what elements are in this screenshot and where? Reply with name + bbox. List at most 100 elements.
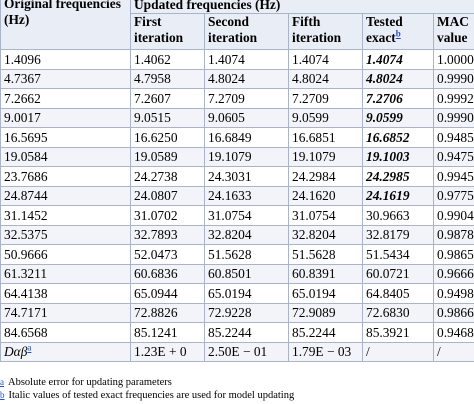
table-row: 4.7367 4.7958 4.8024 4.8024 4.8024 0.9990: [0, 68, 474, 89]
cell-mac-value: 0.9666: [432, 263, 474, 284]
table-row: 19.0584 19.0589 19.1079 19.1079 19.1003 0.947…: [0, 146, 474, 167]
cell-tested-exact: 51.5434: [362, 244, 434, 265]
cell-mac-value: 0.9878: [432, 224, 474, 245]
footnote-ref-b[interactable]: b: [395, 28, 401, 39]
cell-tested-exact: 64.8405: [362, 283, 434, 304]
cell-mac-value: 0.9992: [432, 88, 474, 109]
footnote-ref-a[interactable]: a: [27, 342, 32, 353]
footnote-text-b: Italic values of tested exact frequencie…: [8, 390, 295, 401]
cell-tested-exact: 32.8179: [362, 224, 434, 245]
cell-first-iteration: 19.0589: [130, 146, 205, 167]
cell-original: 64.4138: [0, 283, 131, 304]
table-row: 50.9666 52.0473 51.5628 51.5628 51.5434 0.986…: [0, 244, 474, 265]
cell-second-iteration: 24.3031: [204, 166, 289, 187]
cell-original: 9.0017: [0, 107, 131, 128]
cell-tested-exact: 7.2706: [362, 88, 434, 109]
cell-tested-exact: 19.1003: [362, 146, 434, 167]
footnote-a: a Absolute error for updating parameters: [0, 376, 474, 389]
cell-error-fifth: 1.79E − 03: [288, 341, 363, 362]
cell-mac-value: 0.9498: [432, 283, 474, 304]
cell-original: 24.8744: [0, 185, 131, 206]
cell-mac-value: 0.9475: [432, 146, 474, 167]
cell-mac-value: 0.9866: [432, 302, 474, 323]
cell-fifth-iteration: 16.6851: [288, 127, 363, 148]
cell-fifth-iteration: 32.8204: [288, 224, 363, 245]
cell-original: 7.2662: [0, 88, 131, 109]
table-row: 16.5695 16.6250 16.6849 16.6851 16.6852 0.948…: [0, 127, 474, 148]
cell-tested-exact: 30.9663: [362, 205, 434, 226]
cell-mac-value: 0.9468: [432, 322, 474, 343]
table-row: 61.3211 60.6836 60.8501 60.8391 60.0721 0.966…: [0, 263, 474, 284]
table-row: 31.1452 31.0702 31.0754 31.0754 30.9663 0.990…: [0, 205, 474, 226]
error-row: Dαβa 1.23E + 0 2.50E − 01 1.79E − 03//: [0, 341, 474, 362]
cell-original: 61.3211: [0, 263, 131, 284]
cell-error-mac: /: [432, 341, 474, 362]
cell-first-iteration: 65.0944: [130, 283, 205, 304]
cell-original: 74.7171: [0, 302, 131, 323]
cell-fifth-iteration: 9.0599: [288, 107, 363, 128]
footnotes: a Absolute error for updating parameters…: [0, 376, 474, 402]
cell-first-iteration: 72.8826: [130, 302, 205, 323]
cell-original: 23.7686: [0, 166, 131, 187]
cell-mac-value: 0.9904: [432, 205, 474, 226]
cell-tested-exact: 4.8024: [362, 68, 434, 89]
cell-fifth-iteration: 31.0754: [288, 205, 363, 226]
cell-tested-exact: 24.2985: [362, 166, 434, 187]
frequency-table: Original frequencies (Hz) Updated freque…: [0, 0, 474, 362]
cell-second-iteration: 9.0605: [204, 107, 289, 128]
cell-first-iteration: 1.4062: [130, 49, 205, 70]
cell-original: 19.0584: [0, 146, 131, 167]
cell-second-iteration: 51.5628: [204, 244, 289, 265]
cell-mac-value: 0.9865: [432, 244, 474, 265]
header-first-iteration: First iteration: [130, 13, 205, 50]
table-row: 9.0017 9.0515 9.0605 9.0599 9.0599 0.9990: [0, 107, 474, 128]
cell-fifth-iteration: 1.4074: [288, 49, 363, 70]
table-row: 7.2662 7.2607 7.2709 7.2709 7.2706 0.9992: [0, 88, 474, 109]
header-original-frequencies: Original frequencies (Hz): [0, 0, 131, 50]
cell-tested-exact: 24.1619: [362, 185, 434, 206]
cell-first-iteration: 7.2607: [130, 88, 205, 109]
cell-fifth-iteration: 72.9089: [288, 302, 363, 323]
cell-fifth-iteration: 51.5628: [288, 244, 363, 265]
table-row: 84.6568 85.1241 85.2244 85.2244 85.3921 0.946…: [0, 322, 474, 343]
header-updated-frequencies: Updated frequencies (Hz): [129, 0, 474, 14]
cell-tested-exact: 72.6830: [362, 302, 434, 323]
cell-mac-value: 1.0000: [432, 49, 474, 70]
cell-error-label: Dαβa: [0, 341, 131, 362]
cell-second-iteration: 1.4074: [204, 49, 289, 70]
cell-first-iteration: 4.7958: [130, 68, 205, 89]
frequency-table-container: Original frequencies (Hz) Updated freque…: [0, 0, 474, 362]
table-row: 74.7171 72.8826 72.9228 72.9089 72.6830 0.986…: [0, 302, 474, 323]
cell-second-iteration: 60.8501: [204, 263, 289, 284]
cell-second-iteration: 24.1633: [204, 185, 289, 206]
cell-first-iteration: 9.0515: [130, 107, 205, 128]
cell-tested-exact: 16.6852: [362, 127, 434, 148]
cell-original: 32.5375: [0, 224, 131, 245]
error-label-text: Dαβ: [4, 344, 28, 360]
cell-original: 16.5695: [0, 127, 131, 148]
header-second-iteration: Second iteration: [204, 13, 289, 50]
cell-second-iteration: 85.2244: [204, 322, 289, 343]
cell-error-tested: /: [362, 341, 434, 362]
cell-tested-exact: 1.4074: [362, 49, 434, 70]
table-row: 1.4096 1.4062 1.4074 1.4074 1.4074 1.0000: [0, 49, 474, 70]
cell-original: 31.1452: [0, 205, 131, 226]
cell-second-iteration: 16.6849: [204, 127, 289, 148]
cell-mac-value: 0.9990: [432, 68, 474, 89]
footnote-mark-a[interactable]: a: [0, 377, 4, 387]
header-mac-value: MAC value: [432, 13, 474, 50]
cell-tested-exact: 9.0599: [362, 107, 434, 128]
cell-error-second: 2.50E − 01: [204, 341, 289, 362]
cell-original: 4.7367: [0, 68, 131, 89]
header-tested-exact-label: Tested exact: [366, 14, 403, 46]
header-tested-exact: Tested exactb: [362, 13, 434, 50]
cell-mac-value: 0.9990: [432, 107, 474, 128]
footnote-mark-b[interactable]: b: [0, 390, 5, 400]
table-body: 1.4096 1.4062 1.4074 1.4074 1.4074 1.0000 4.73…: [0, 49, 474, 362]
cell-first-iteration: 85.1241: [130, 322, 205, 343]
cell-mac-value: 0.9775: [432, 185, 474, 206]
footnote-text-a: Absolute error for updating parameters: [8, 377, 172, 388]
cell-fifth-iteration: 24.1620: [288, 185, 363, 206]
cell-fifth-iteration: 60.8391: [288, 263, 363, 284]
cell-second-iteration: 7.2709: [204, 88, 289, 109]
